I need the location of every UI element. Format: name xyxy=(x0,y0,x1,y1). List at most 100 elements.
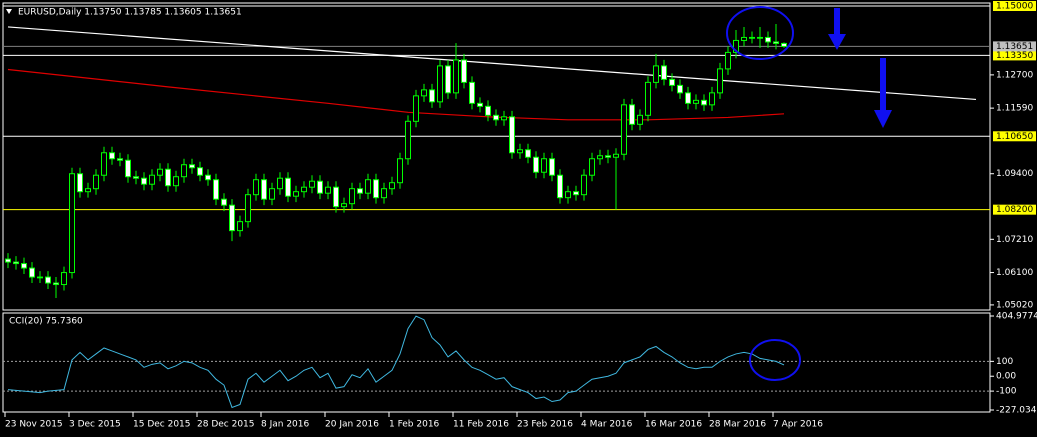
cci-line xyxy=(7,315,785,409)
x-tick-label: 15 Dec 2015 xyxy=(133,420,191,430)
candle-body xyxy=(421,89,427,97)
candle-body xyxy=(429,89,435,103)
candle-body xyxy=(677,84,683,94)
candle-body xyxy=(165,168,171,187)
y-tick-label: 0.00 xyxy=(996,372,1016,382)
title-marker xyxy=(6,9,12,14)
candle-body xyxy=(749,36,755,39)
x-tick-label: 28 Mar 2016 xyxy=(709,420,766,430)
level-label-bg xyxy=(993,50,1036,61)
candle-body xyxy=(469,81,475,104)
candle-body xyxy=(509,116,515,154)
candle-body xyxy=(405,120,411,160)
y-tick-label: 100 xyxy=(996,357,1013,367)
candle-body xyxy=(237,221,243,232)
candle-body xyxy=(349,188,355,205)
arrow-head xyxy=(828,34,846,50)
x-tick-label: 23 Feb 2016 xyxy=(517,420,573,430)
candle-body xyxy=(389,182,395,190)
candle-body xyxy=(293,191,299,197)
candle-body xyxy=(13,261,19,265)
candle-body xyxy=(549,158,555,176)
candle-body xyxy=(517,149,523,154)
candle-body xyxy=(597,155,603,160)
level-label-bg xyxy=(993,204,1036,215)
candle-body xyxy=(101,152,107,176)
y-tick-label: 1.09400 xyxy=(996,169,1033,179)
candle-body xyxy=(757,36,763,39)
y-tick-label: 1.07210 xyxy=(996,235,1033,245)
candle-body xyxy=(221,198,227,206)
x-tick-label: 28 Dec 2015 xyxy=(197,420,255,430)
y-tick-label: 1.11590 xyxy=(996,104,1033,114)
candle-body xyxy=(117,158,123,161)
y-tick-label: -100 xyxy=(996,387,1017,397)
candle-body xyxy=(693,99,699,104)
level-label: 1.10650 xyxy=(996,132,1033,142)
arrow-head xyxy=(874,110,892,128)
candle-body xyxy=(637,114,643,125)
bid-label-bg xyxy=(993,41,1036,52)
candle-body xyxy=(309,180,315,188)
y-tick-label: 1.12700 xyxy=(996,70,1033,80)
y-tick-label: 1.05020 xyxy=(996,300,1033,310)
candle-body xyxy=(229,204,235,232)
candle-body xyxy=(285,177,291,197)
highlight-circle xyxy=(749,339,801,381)
candle-body xyxy=(741,36,747,41)
candle-body xyxy=(669,78,675,86)
candle-body xyxy=(701,99,707,106)
candle-body xyxy=(501,116,507,121)
cci-frame xyxy=(2,312,991,413)
candle-body xyxy=(397,158,403,184)
candle-body xyxy=(317,180,323,194)
candle-body xyxy=(589,158,595,176)
candle-body xyxy=(525,149,531,158)
moving-average xyxy=(7,68,785,121)
candle-body xyxy=(685,92,691,104)
x-tick-label: 20 Jan 2016 xyxy=(325,420,379,430)
candle-body xyxy=(213,179,219,200)
candle-body xyxy=(629,104,635,125)
candle-body xyxy=(493,114,499,121)
candle-body xyxy=(141,177,147,185)
level-label: 1.13350 xyxy=(996,51,1033,61)
candle-body xyxy=(733,39,739,53)
candle-body xyxy=(557,174,563,199)
x-tick-label: 7 Apr 2016 xyxy=(773,420,823,430)
candle-body xyxy=(541,158,547,173)
candle-body xyxy=(357,188,363,194)
candle-body xyxy=(125,159,131,178)
level-label-bg xyxy=(993,0,1036,11)
trend-line xyxy=(7,26,977,101)
candle-body xyxy=(333,186,339,208)
price-frame xyxy=(2,2,991,311)
x-tick-label: 23 Nov 2015 xyxy=(5,420,63,430)
candle-body xyxy=(181,164,187,178)
candle-body xyxy=(725,51,731,70)
candle-body xyxy=(109,152,115,160)
candle-body xyxy=(565,191,571,199)
candle-body xyxy=(269,188,275,200)
candle-body xyxy=(645,81,651,116)
candle-body xyxy=(189,164,195,169)
candle-body xyxy=(69,173,75,274)
candle-body xyxy=(61,272,67,286)
candle-body xyxy=(157,168,163,176)
candle-body xyxy=(301,186,307,193)
candle-body xyxy=(573,191,579,196)
candle-body xyxy=(781,42,787,47)
y-tick-label: -227.0348 xyxy=(996,406,1037,416)
candle-body xyxy=(621,104,627,155)
candle-body xyxy=(197,167,203,176)
candle-body xyxy=(173,176,179,187)
candle-body xyxy=(461,59,467,83)
x-tick-label: 1 Feb 2016 xyxy=(389,420,440,430)
highlight-circle xyxy=(726,6,794,60)
candle-body xyxy=(773,41,779,44)
candle-body xyxy=(365,179,371,194)
candle-body xyxy=(437,65,443,103)
candle-body xyxy=(29,267,35,278)
x-tick-label: 16 Mar 2016 xyxy=(645,420,702,430)
